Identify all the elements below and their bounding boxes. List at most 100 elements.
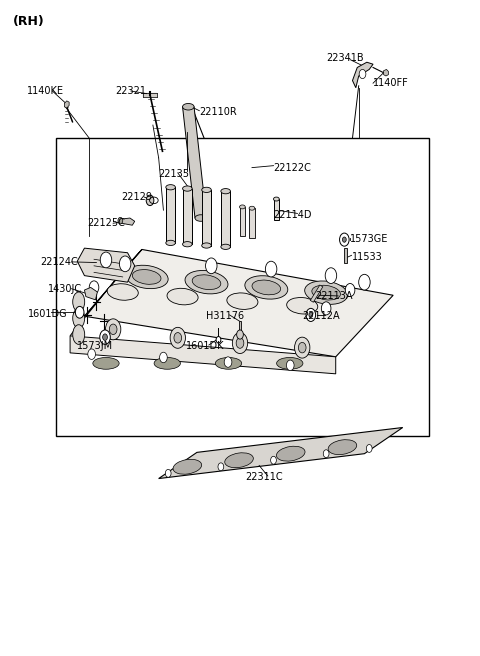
Circle shape <box>174 333 181 343</box>
Ellipse shape <box>221 244 230 249</box>
Ellipse shape <box>192 275 221 289</box>
Circle shape <box>345 283 355 297</box>
Polygon shape <box>70 336 336 374</box>
Ellipse shape <box>240 205 245 209</box>
Text: 22321: 22321 <box>116 86 146 96</box>
Text: 22114D: 22114D <box>274 210 312 220</box>
Circle shape <box>342 237 346 242</box>
Bar <box>202 190 211 245</box>
Ellipse shape <box>166 240 175 245</box>
Ellipse shape <box>154 358 180 369</box>
Polygon shape <box>70 249 142 336</box>
Ellipse shape <box>167 289 198 305</box>
Circle shape <box>224 357 232 367</box>
Bar <box>182 188 192 244</box>
Polygon shape <box>384 70 388 76</box>
Bar <box>249 208 255 237</box>
Text: 1140FF: 1140FF <box>373 78 409 88</box>
Ellipse shape <box>202 243 211 248</box>
Circle shape <box>103 334 108 340</box>
Circle shape <box>306 308 316 321</box>
Text: 1573GE: 1573GE <box>350 234 388 244</box>
Ellipse shape <box>225 453 253 468</box>
Circle shape <box>359 274 370 290</box>
Text: 22124C: 22124C <box>40 257 78 267</box>
Ellipse shape <box>328 440 357 455</box>
Text: 1430JC: 1430JC <box>48 284 82 294</box>
Circle shape <box>339 233 349 246</box>
Circle shape <box>309 312 313 318</box>
Text: 22112A: 22112A <box>302 311 340 321</box>
Circle shape <box>299 342 306 353</box>
Text: 1601DK: 1601DK <box>186 341 225 352</box>
Ellipse shape <box>173 459 202 474</box>
Ellipse shape <box>227 293 258 310</box>
Polygon shape <box>182 107 206 218</box>
Polygon shape <box>84 287 97 300</box>
Ellipse shape <box>312 285 340 300</box>
Ellipse shape <box>132 270 161 284</box>
Circle shape <box>89 281 99 294</box>
Ellipse shape <box>221 188 230 194</box>
Circle shape <box>295 337 310 358</box>
Text: 1573JM: 1573JM <box>77 341 113 352</box>
Ellipse shape <box>73 308 84 328</box>
Circle shape <box>88 349 96 359</box>
Circle shape <box>232 333 248 354</box>
Circle shape <box>325 268 336 283</box>
Text: 1601DG: 1601DG <box>28 308 68 319</box>
Bar <box>240 207 245 236</box>
Text: 11533: 11533 <box>351 252 382 262</box>
Circle shape <box>106 319 121 340</box>
Bar <box>166 187 175 243</box>
Ellipse shape <box>287 298 318 314</box>
Ellipse shape <box>73 325 84 344</box>
Text: 22341B: 22341B <box>326 53 364 63</box>
Circle shape <box>118 217 123 224</box>
Ellipse shape <box>202 187 211 192</box>
Circle shape <box>237 330 243 339</box>
Bar <box>239 321 241 335</box>
Circle shape <box>366 445 372 453</box>
Ellipse shape <box>182 104 194 110</box>
Circle shape <box>236 338 244 348</box>
Circle shape <box>216 337 221 343</box>
Polygon shape <box>118 218 135 225</box>
Text: 22311C: 22311C <box>245 472 282 482</box>
Circle shape <box>146 195 154 205</box>
Bar <box>274 199 279 220</box>
Ellipse shape <box>252 280 281 295</box>
Bar <box>344 248 347 262</box>
Ellipse shape <box>245 276 288 299</box>
Polygon shape <box>77 248 135 282</box>
Circle shape <box>205 258 217 274</box>
Ellipse shape <box>182 241 192 247</box>
Ellipse shape <box>166 184 175 190</box>
Circle shape <box>322 302 331 315</box>
Circle shape <box>100 330 110 344</box>
Text: 22113A: 22113A <box>316 291 353 301</box>
Circle shape <box>287 360 294 371</box>
Circle shape <box>100 252 112 268</box>
Polygon shape <box>84 249 393 357</box>
Circle shape <box>170 327 185 348</box>
Text: 22135: 22135 <box>158 169 190 179</box>
Circle shape <box>165 470 171 478</box>
Text: 22129: 22129 <box>121 192 152 202</box>
Bar <box>56 138 429 436</box>
Text: 22110R: 22110R <box>199 107 237 117</box>
Ellipse shape <box>182 186 192 191</box>
Ellipse shape <box>185 270 228 294</box>
Text: 22122C: 22122C <box>274 163 312 173</box>
Circle shape <box>323 450 329 458</box>
Circle shape <box>359 70 366 79</box>
Text: H31176: H31176 <box>206 311 245 321</box>
Ellipse shape <box>107 284 138 300</box>
Ellipse shape <box>73 292 84 312</box>
Text: (RH): (RH) <box>12 15 45 28</box>
Polygon shape <box>352 62 373 88</box>
Ellipse shape <box>276 358 303 369</box>
Circle shape <box>265 261 277 277</box>
Circle shape <box>109 324 117 335</box>
Ellipse shape <box>195 215 206 221</box>
